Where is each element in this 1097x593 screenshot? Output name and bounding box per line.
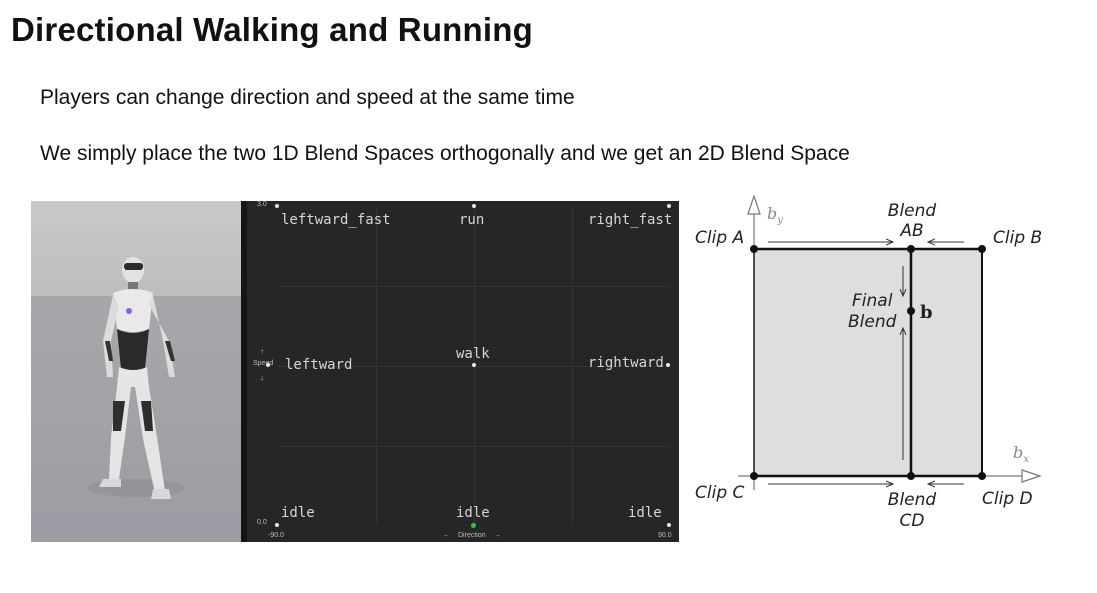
sample-point[interactable] <box>667 204 671 208</box>
x-axis-label: Direction <box>458 532 486 539</box>
sample-right-fast[interactable]: right_fast <box>588 212 673 228</box>
blend-space-plot[interactable]: leftward_fast run right_fast leftward wa… <box>266 204 673 528</box>
label-blend-cd-line2: CD <box>899 511 925 531</box>
panel-divider <box>241 201 247 542</box>
x-axis-min: -90.0 <box>268 532 284 539</box>
sample-idle-center[interactable]: idle <box>456 505 490 521</box>
arrow-right-icon: → <box>494 532 501 539</box>
label-blend-cd-line1: Blend <box>887 490 937 510</box>
grid-line <box>376 206 377 525</box>
sample-point-selected[interactable] <box>471 523 476 528</box>
label-final-line2: Blend <box>848 312 897 332</box>
y-axis-min: 0.0 <box>257 519 267 526</box>
bullet-2d-blend-space: We simply place the two 1D Blend Spaces … <box>40 142 850 165</box>
slide-title: Directional Walking and Running <box>11 11 533 48</box>
label-clip-c: Clip C <box>695 483 745 503</box>
sample-point[interactable] <box>666 363 670 367</box>
sample-point[interactable] <box>275 523 279 527</box>
label-blend-ab-line1: Blend <box>887 201 937 221</box>
label-clip-a: Clip A <box>695 228 745 248</box>
character-preview-image <box>31 201 241 542</box>
label-blend-ab-line2: AB <box>900 221 924 241</box>
sample-point[interactable] <box>472 204 476 208</box>
arrow-up-icon: ↑ <box>260 347 264 356</box>
arrow-down-icon: ↓ <box>260 373 264 382</box>
sample-leftward[interactable]: leftward <box>285 357 353 373</box>
label-clip-b: Clip B <box>993 228 1043 248</box>
sample-idle-right[interactable]: idle <box>628 505 662 521</box>
sample-walk[interactable]: walk <box>456 346 490 362</box>
y-axis-max: 3.0 <box>257 201 267 208</box>
sample-point[interactable] <box>667 523 671 527</box>
axis-by-label: by <box>767 204 783 227</box>
blend-space-grid-editor: 3.0 0.0 Speed ↑ ↓ -90.0 90.0 ← Direction… <box>241 201 679 542</box>
sample-point[interactable] <box>275 204 279 208</box>
label-final-line1: Final <box>852 291 893 311</box>
label-clip-d: Clip D <box>982 489 1033 509</box>
sample-leftward-fast[interactable]: leftward_fast <box>281 212 391 228</box>
character-figure <box>88 257 184 499</box>
diagram-drawing <box>738 194 1042 490</box>
sample-idle-left[interactable]: idle <box>281 505 315 521</box>
bullet-change-direction: Players can change direction and speed a… <box>40 86 575 109</box>
grid-line <box>572 206 573 525</box>
sample-run[interactable]: run <box>459 212 485 228</box>
arrow-left-icon: ← <box>443 532 450 539</box>
axis-bx-label: bx <box>1013 443 1029 466</box>
sample-rightward[interactable]: rightward <box>588 355 664 371</box>
sample-point[interactable] <box>472 363 476 367</box>
sample-point[interactable] <box>266 363 270 367</box>
bilinear-blend-diagram: Clip A Clip B Clip C Clip D Blend AB Ble… <box>688 190 1097 546</box>
x-axis-max: 90.0 <box>658 532 672 539</box>
y-axis-label: Speed <box>253 360 274 367</box>
label-point-b: b <box>920 302 933 323</box>
